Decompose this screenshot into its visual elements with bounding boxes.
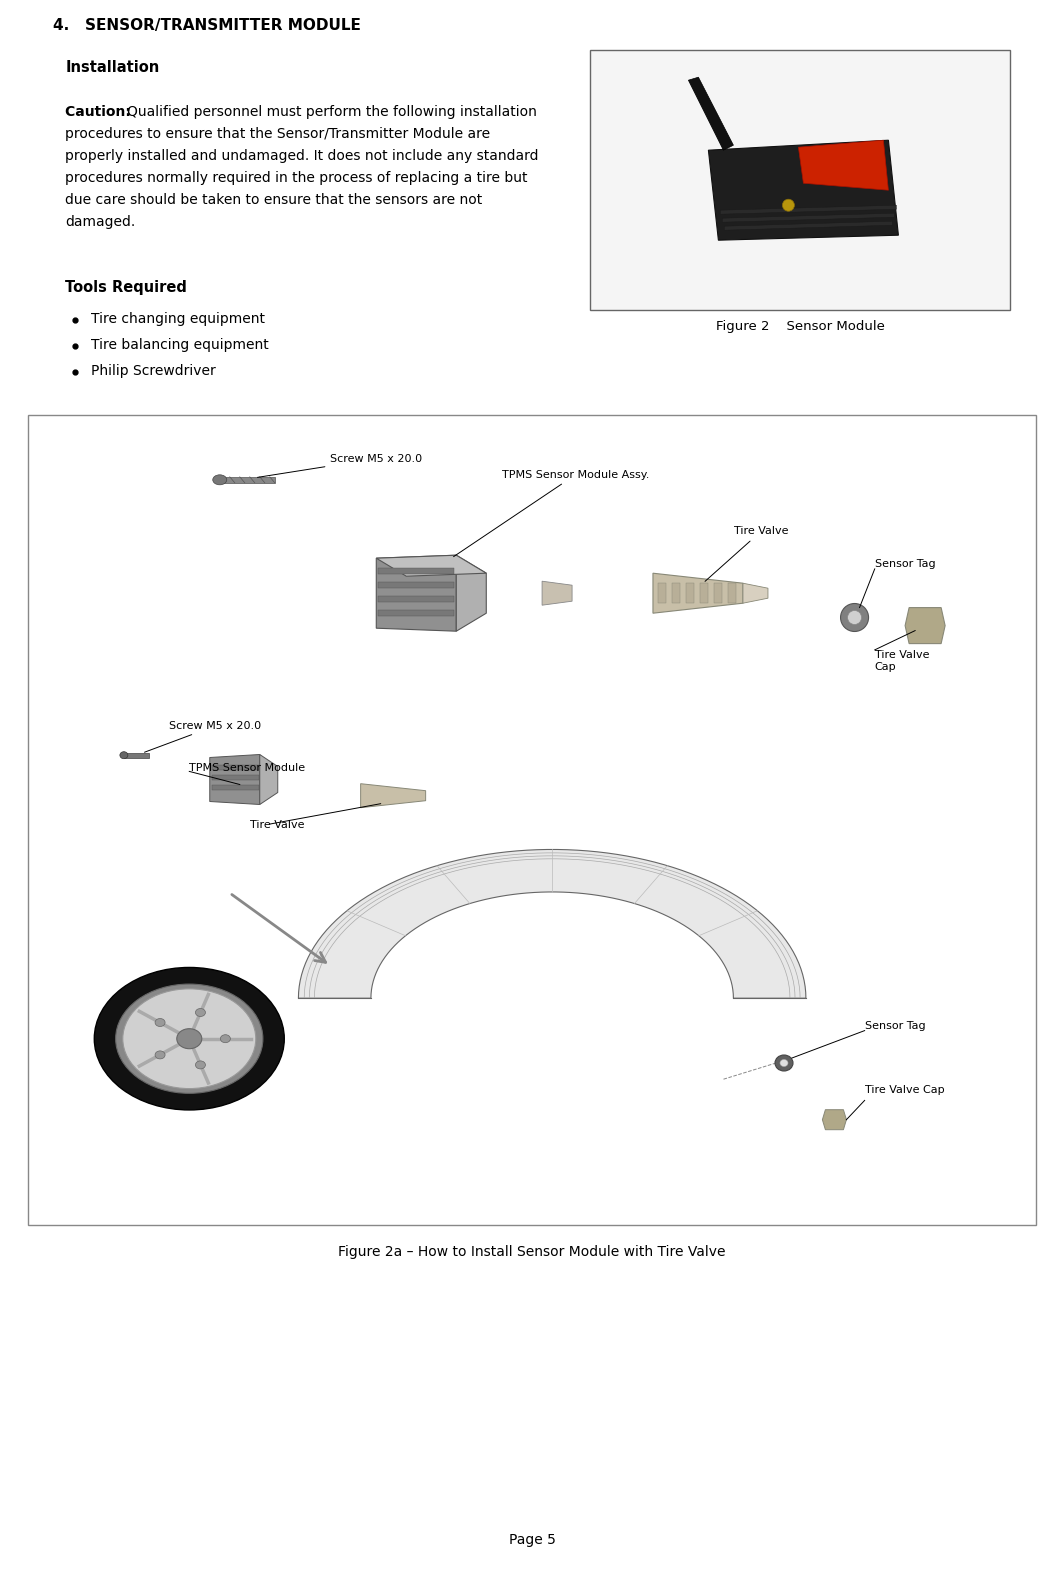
Bar [714,584,722,603]
Bar [379,568,454,574]
Ellipse shape [213,475,227,484]
Text: Tire balancing equipment: Tire balancing equipment [92,338,269,352]
Bar [212,784,259,789]
Text: due care should be taken to ensure that the sensors are not: due care should be taken to ensure that … [65,193,482,207]
Bar [728,584,736,603]
Ellipse shape [775,1056,793,1071]
Bar [220,477,275,483]
Ellipse shape [848,611,862,625]
Bar [212,775,259,780]
Text: Screw M5 x 20.0: Screw M5 x 20.0 [145,721,262,753]
Text: Sensor Tag: Sensor Tag [865,1021,926,1030]
Ellipse shape [95,967,284,1109]
Text: Tire Valve: Tire Valve [705,527,788,581]
Bar [658,584,666,603]
Polygon shape [542,581,572,606]
Text: Caution:: Caution: [65,106,136,118]
Bar [379,582,454,589]
Text: Tools Required: Tools Required [65,279,187,295]
Ellipse shape [780,1059,788,1067]
Ellipse shape [196,1060,205,1068]
Polygon shape [377,555,456,631]
Polygon shape [210,754,260,805]
Polygon shape [709,140,898,240]
Polygon shape [688,77,733,150]
Bar [700,584,708,603]
Bar [123,753,149,757]
Text: Figure 2a – How to Install Sensor Module with Tire Valve: Figure 2a – How to Install Sensor Module… [338,1245,726,1259]
Text: Sensor Tag: Sensor Tag [875,559,935,570]
Bar [379,596,454,603]
Polygon shape [822,1109,846,1130]
Text: Philip Screwdriver: Philip Screwdriver [92,365,216,379]
Ellipse shape [122,989,255,1089]
Text: Tire changing equipment: Tire changing equipment [92,312,265,327]
Bar [28,415,1036,1225]
Bar [212,764,259,770]
Text: damaged.: damaged. [65,215,135,229]
Text: Tire Valve: Tire Valve [250,821,304,830]
Text: Screw M5 x 20.0: Screw M5 x 20.0 [257,453,422,478]
Ellipse shape [177,1029,202,1049]
Polygon shape [377,555,486,576]
Polygon shape [905,608,945,644]
Ellipse shape [116,985,263,1094]
Bar [591,50,1010,309]
Text: procedures to ensure that the Sensor/Transmitter Module are: procedures to ensure that the Sensor/Tra… [65,126,491,140]
Text: properly installed and undamaged. It does not include any standard: properly installed and undamaged. It doe… [65,148,538,163]
Polygon shape [720,205,896,215]
Text: 4.   SENSOR/TRANSMITTER MODULE: 4. SENSOR/TRANSMITTER MODULE [53,17,361,33]
Polygon shape [653,573,743,614]
Bar [672,584,680,603]
Polygon shape [298,849,805,999]
Ellipse shape [155,1018,165,1027]
Text: Tire Valve
Cap: Tire Valve Cap [875,650,929,672]
Ellipse shape [196,1008,205,1016]
Text: Qualified personnel must perform the following installation: Qualified personnel must perform the fol… [128,106,537,118]
Polygon shape [743,584,768,603]
Ellipse shape [120,751,128,759]
Polygon shape [260,754,278,805]
Text: Figure 2    Sensor Module: Figure 2 Sensor Module [716,320,884,333]
Polygon shape [798,140,888,191]
Text: TPMS Sensor Module: TPMS Sensor Module [189,764,305,773]
Text: Page 5: Page 5 [509,1532,555,1546]
Text: TPMS Sensor Module Assy.: TPMS Sensor Module Assy. [453,470,649,557]
Polygon shape [725,221,893,230]
Ellipse shape [782,199,795,211]
Bar [379,611,454,615]
Polygon shape [361,784,426,808]
Bar [686,584,694,603]
Text: procedures normally required in the process of replacing a tire but: procedures normally required in the proc… [65,170,528,185]
Text: Tire Valve Cap: Tire Valve Cap [865,1086,944,1095]
Polygon shape [456,555,486,631]
Ellipse shape [155,1051,165,1059]
Polygon shape [722,213,895,222]
Ellipse shape [841,603,868,631]
Text: Installation: Installation [65,60,160,76]
Ellipse shape [220,1035,231,1043]
